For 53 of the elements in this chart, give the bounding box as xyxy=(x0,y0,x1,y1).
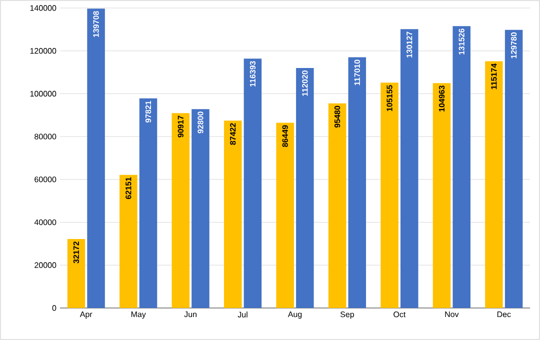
bar xyxy=(380,82,398,308)
data-label: 90917 xyxy=(178,116,184,138)
data-label: 129780 xyxy=(510,32,517,58)
bar xyxy=(87,8,105,308)
x-tick-label: Dec xyxy=(497,312,511,318)
data-label: 92800 xyxy=(198,112,204,134)
x-tick-label: Jun xyxy=(184,312,196,318)
x-tick-label: Oct xyxy=(394,312,406,318)
data-label: 139708 xyxy=(93,11,99,38)
y-tick-label: 40000 xyxy=(34,219,56,226)
data-label: 86449 xyxy=(282,125,288,147)
bar xyxy=(328,103,346,308)
y-tick-label: 0 xyxy=(52,305,56,311)
data-label: 95480 xyxy=(334,106,340,128)
y-tick-label: 60000 xyxy=(34,176,56,182)
y-tick-label: 20000 xyxy=(34,262,56,268)
data-label: 112020 xyxy=(302,70,308,96)
x-tick-label: Jul xyxy=(238,312,248,318)
bar xyxy=(139,98,158,308)
bar xyxy=(120,174,138,308)
bar xyxy=(504,30,523,308)
data-label: 97821 xyxy=(145,100,152,123)
x-tick-label: Nov xyxy=(445,312,459,318)
bar xyxy=(276,122,294,308)
y-tick-label: 120000 xyxy=(30,48,56,54)
x-tick-label: Aug xyxy=(288,312,302,319)
bar xyxy=(296,68,314,308)
y-tick-label: 140000 xyxy=(30,5,56,11)
bar xyxy=(224,120,242,308)
data-label: 116393 xyxy=(250,61,256,87)
bar xyxy=(452,26,470,308)
bar xyxy=(400,29,418,308)
x-tick-label: Apr xyxy=(80,312,92,319)
x-tick-label: Sep xyxy=(340,312,354,319)
data-label: 115174 xyxy=(491,63,497,90)
bar xyxy=(192,109,210,308)
data-label: 62151 xyxy=(126,177,132,199)
bar xyxy=(67,239,86,308)
x-tick-label: May xyxy=(131,312,146,319)
y-tick-label: 100000 xyxy=(30,90,56,97)
bar xyxy=(244,58,262,308)
data-label: 32172 xyxy=(73,242,80,264)
data-label: 131526 xyxy=(458,28,464,55)
data-label: 104963 xyxy=(438,86,445,112)
bar xyxy=(172,113,190,308)
bar xyxy=(348,57,366,308)
data-label: 117010 xyxy=(354,60,360,86)
data-label: 105155 xyxy=(386,85,392,112)
y-tick-label: 80000 xyxy=(34,134,56,140)
data-label: 130127 xyxy=(406,32,412,58)
bar xyxy=(485,61,503,308)
bar xyxy=(432,83,451,308)
data-label: 87422 xyxy=(230,123,236,145)
